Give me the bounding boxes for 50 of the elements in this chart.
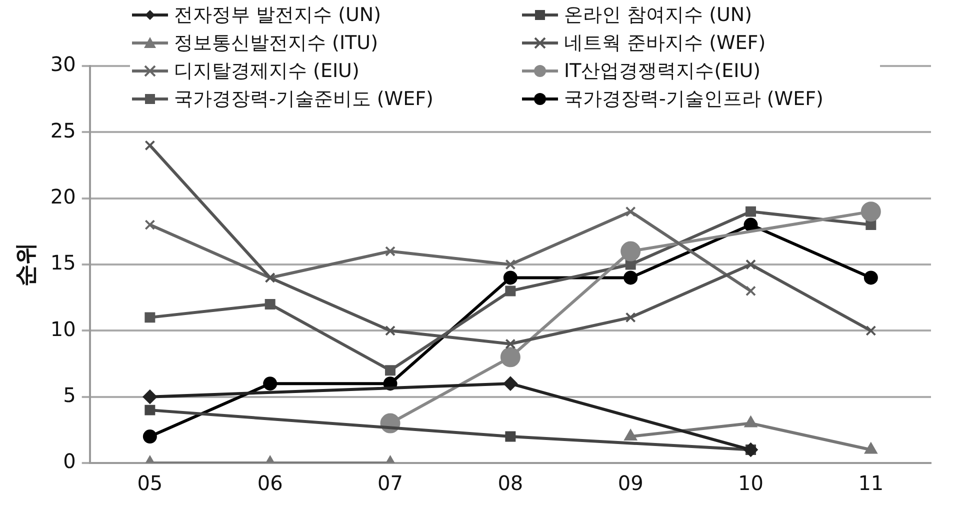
point bbox=[746, 206, 756, 217]
point bbox=[625, 312, 636, 323]
point bbox=[624, 430, 637, 441]
x-tick-label: 09 bbox=[618, 471, 644, 496]
legend-label: 국가경장력-기술준비도 (WEF) bbox=[174, 87, 434, 112]
x-tick-label: 08 bbox=[498, 471, 524, 496]
point bbox=[746, 286, 756, 296]
point bbox=[264, 298, 276, 310]
point bbox=[385, 246, 396, 257]
point bbox=[142, 430, 157, 444]
legend-label: 디지탈경제지수 (EIU) bbox=[174, 59, 360, 84]
legend-label: IT산업경쟁력지수(EIU) bbox=[564, 59, 761, 84]
point bbox=[385, 365, 396, 376]
point bbox=[866, 325, 876, 336]
x-tick-label: 05 bbox=[137, 471, 163, 496]
point bbox=[503, 270, 518, 285]
y-tick-label: 10 bbox=[50, 316, 76, 341]
x-tick-label: 11 bbox=[858, 471, 884, 496]
legend-label: 전자정부 발전지수 (UN) bbox=[174, 3, 382, 28]
legend-label: 온라인 참여지수 (UN) bbox=[564, 3, 752, 28]
y-tick-label: 15 bbox=[50, 250, 76, 275]
legend-label: 정보통신발전지수 (ITU) bbox=[174, 31, 378, 56]
y-tick-label: 20 bbox=[50, 184, 76, 209]
point bbox=[142, 390, 157, 404]
y-tick-label: 25 bbox=[50, 118, 76, 142]
point bbox=[864, 270, 878, 285]
point bbox=[505, 286, 516, 296]
y-tick-label: 30 bbox=[50, 52, 76, 76]
y-tick-label: 0 bbox=[63, 449, 76, 474]
point bbox=[144, 220, 156, 230]
x-tick-label: 10 bbox=[738, 471, 764, 496]
point bbox=[746, 259, 756, 270]
point bbox=[744, 416, 757, 428]
point bbox=[144, 404, 156, 416]
point bbox=[505, 259, 516, 270]
point bbox=[144, 312, 156, 323]
point bbox=[744, 218, 758, 232]
legend-label: 네트웍 준바지수 (WEF) bbox=[564, 31, 766, 56]
point bbox=[864, 442, 878, 454]
point bbox=[624, 270, 638, 285]
point bbox=[385, 325, 396, 336]
point bbox=[505, 338, 516, 350]
legend-label: 국가경장력-기술인프라 (WEF) bbox=[564, 87, 824, 112]
point bbox=[144, 140, 156, 151]
point bbox=[263, 376, 278, 391]
point bbox=[625, 206, 636, 217]
x-tick-label: 07 bbox=[378, 471, 403, 496]
x-tick-label: 06 bbox=[257, 471, 283, 496]
y-tick-label: 5 bbox=[63, 383, 76, 408]
y-axis-title: 순위 bbox=[14, 242, 39, 286]
